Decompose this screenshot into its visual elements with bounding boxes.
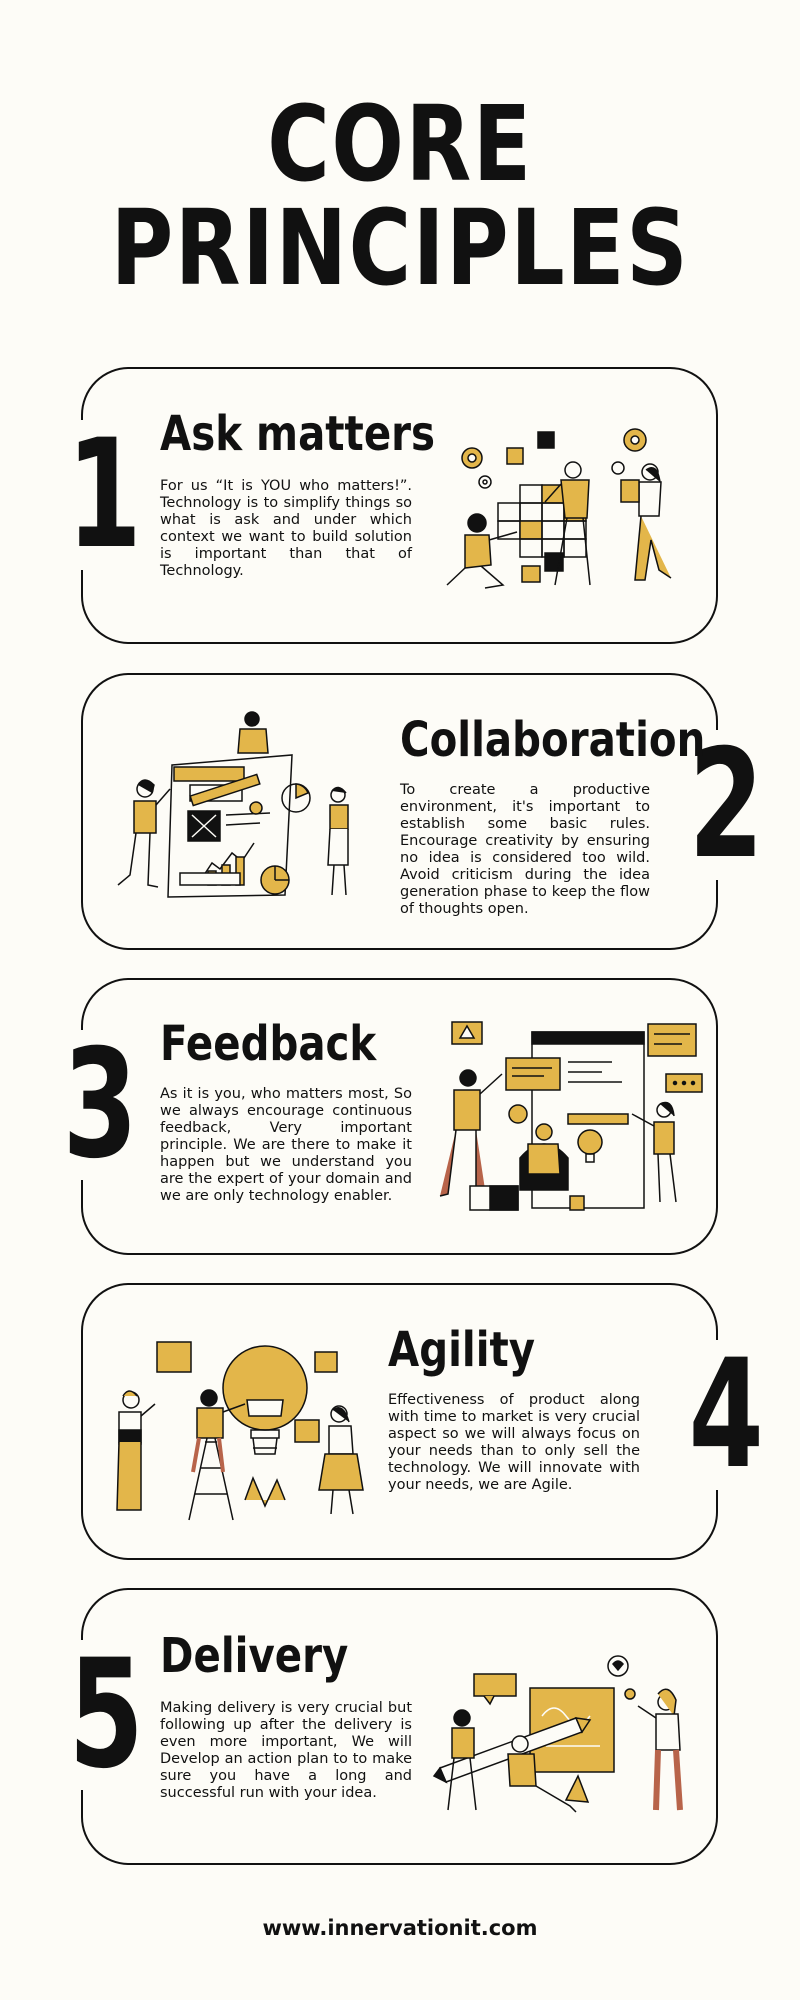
team-dashboard-collaboration-illustration — [117, 711, 349, 898]
team-building-blocks-illustration — [446, 428, 672, 589]
footer-url: www.innervationit.com — [262, 1916, 538, 1940]
page-title: CORE PRINCIPLES — [110, 83, 690, 309]
principle-heading-2: Collaboration — [400, 712, 706, 768]
principle-heading-5: Delivery — [160, 1628, 349, 1684]
principle-text-4: Effectiveness of product along with time… — [388, 1392, 640, 1493]
principle-number-2: 2 — [685, 730, 767, 880]
principle-text-3: As it is you, who matters most, So we al… — [160, 1086, 412, 1204]
giant-pencil-board-illustration — [432, 1655, 683, 1813]
principle-heading-1: Ask matters — [160, 406, 436, 462]
principle-text-1: For us “It is YOU who matters!”. Technol… — [160, 478, 412, 579]
lightbulb-puzzle-ladder-illustration — [116, 1341, 364, 1521]
principle-text-2: To create a productive environment, it's… — [400, 782, 650, 917]
principle-number-1: 1 — [63, 420, 145, 570]
principle-text-5: Making delivery is very crucial but foll… — [160, 1700, 412, 1801]
principle-card-1 — [81, 367, 718, 644]
principle-heading-4: Agility — [388, 1322, 536, 1378]
principle-card-4 — [81, 1283, 718, 1560]
principle-number-5: 5 — [65, 1640, 147, 1790]
principle-heading-3: Feedback — [160, 1016, 377, 1072]
principle-number-3: 3 — [59, 1030, 141, 1180]
principle-number-4: 4 — [685, 1340, 767, 1490]
feedback-screen-chat-illustration — [439, 1021, 703, 1211]
